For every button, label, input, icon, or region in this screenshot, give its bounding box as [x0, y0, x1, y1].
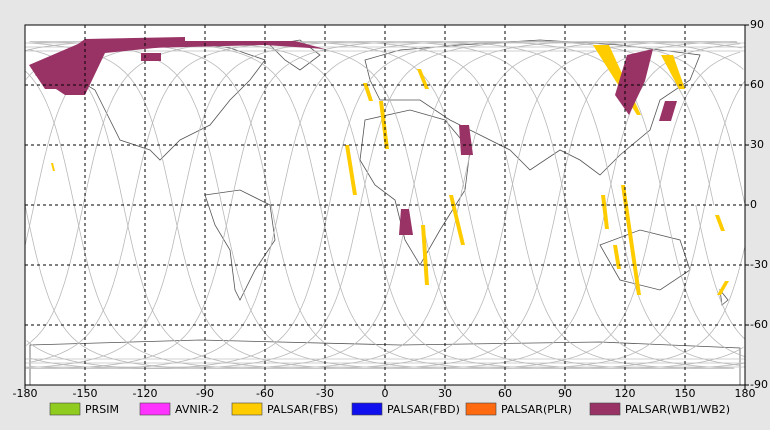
orbit-track [26, 40, 735, 370]
swath [141, 53, 161, 61]
orbit-track [31, 40, 745, 370]
swath [417, 69, 429, 89]
x-tick-label: 90 [558, 387, 572, 400]
swath [459, 125, 473, 155]
observation-swaths [29, 37, 729, 295]
legend-swatch [351, 402, 383, 416]
y-tick-label: -30 [750, 258, 768, 271]
legend-label: PALSAR(FBD) [387, 403, 460, 416]
legend-swatch [589, 402, 621, 416]
x-tick-label: -90 [196, 387, 214, 400]
swath [35, 37, 185, 95]
swath [717, 281, 729, 295]
x-tick-label: 150 [675, 387, 696, 400]
swath [613, 245, 621, 269]
x-tick-label: 120 [615, 387, 636, 400]
swath [661, 55, 685, 89]
legend-swatch [231, 402, 263, 416]
x-tick-label: -180 [13, 387, 38, 400]
orbit-track [25, 40, 744, 370]
swath [421, 225, 429, 285]
legend-label: PALSAR(WB1/WB2) [625, 403, 730, 416]
x-tick-label: 30 [438, 387, 452, 400]
swath [601, 195, 609, 229]
swath [659, 101, 677, 121]
y-tick-label: 0 [750, 198, 757, 211]
x-tick-label: 0 [382, 387, 389, 400]
swath [379, 101, 389, 149]
plot-frame [24, 24, 746, 386]
orbit-track [26, 40, 746, 370]
y-tick-label: 60 [750, 78, 764, 91]
orbit-track [28, 40, 738, 370]
orbit-track [29, 40, 740, 370]
legend-label: PRSIM [85, 403, 119, 416]
x-tick-label: -120 [133, 387, 158, 400]
orbit-track [25, 40, 734, 370]
legend-label: AVNIR-2 [175, 403, 219, 416]
swath [363, 83, 373, 101]
swath [715, 215, 725, 231]
swath [621, 185, 641, 295]
x-tick-label: -150 [73, 387, 98, 400]
x-tick-label: 60 [498, 387, 512, 400]
x-tick-label: -30 [316, 387, 334, 400]
orbit-track [28, 40, 745, 370]
y-tick-label: -90 [750, 378, 768, 391]
y-tick-label: 30 [750, 138, 764, 151]
swath [399, 209, 413, 235]
orbit-track [24, 40, 744, 370]
y-tick-label: -60 [750, 318, 768, 331]
orbit-track [30, 40, 741, 370]
legend-swatch [465, 402, 497, 416]
swath [449, 195, 465, 245]
legend-label: PALSAR(PLR) [501, 403, 572, 416]
legend-label: PALSAR(FBS) [267, 403, 338, 416]
swath [51, 163, 55, 171]
legend-swatch [49, 402, 81, 416]
x-tick-label: 180 [735, 387, 756, 400]
legend-swatch [139, 402, 171, 416]
y-tick-label: 90 [750, 18, 764, 31]
x-tick-label: -60 [256, 387, 274, 400]
swath [345, 145, 357, 195]
